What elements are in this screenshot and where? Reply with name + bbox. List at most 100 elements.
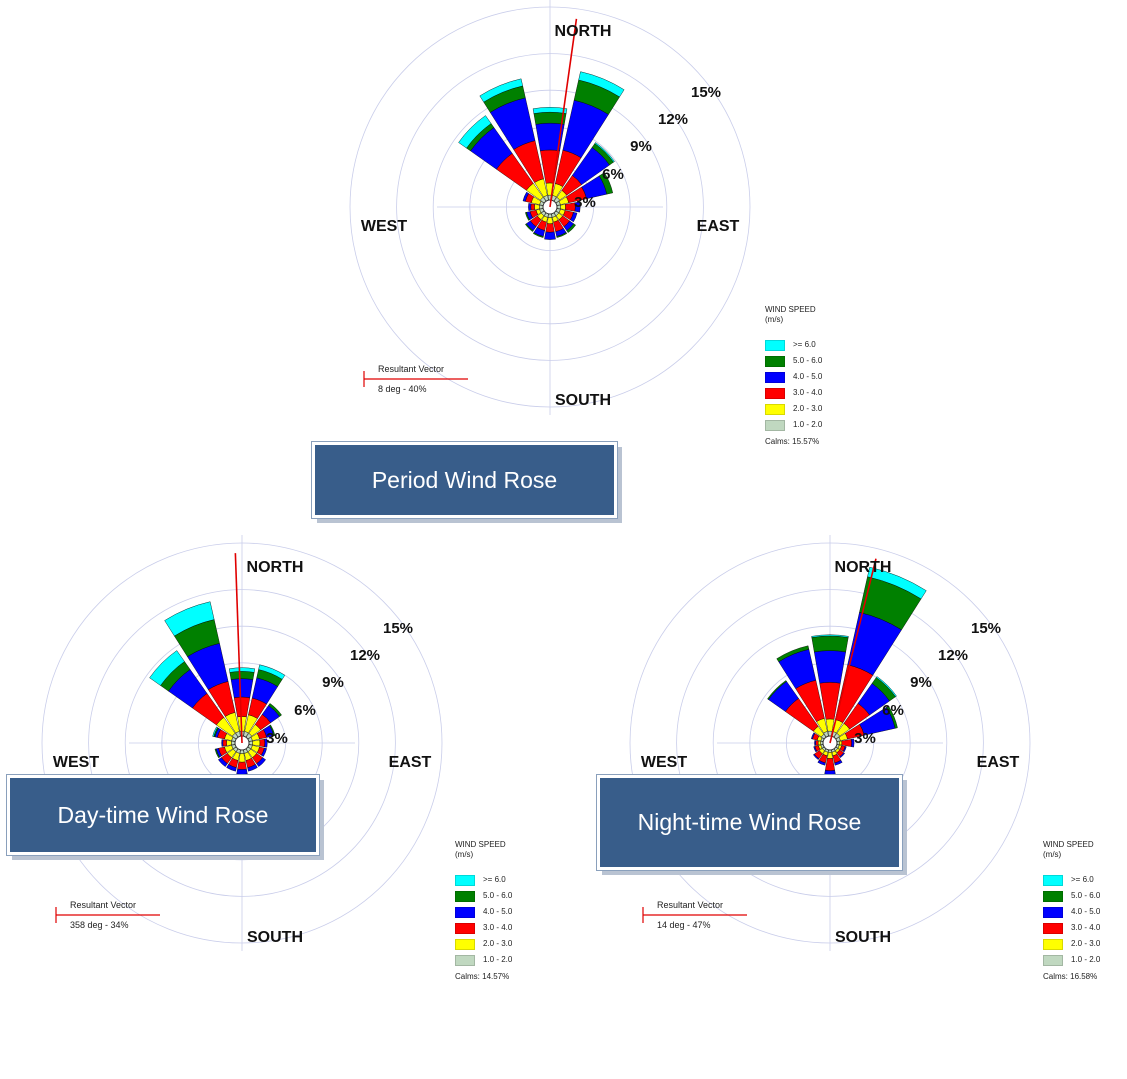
legend-units: (m/s)	[455, 849, 474, 859]
petal-segment	[532, 232, 544, 238]
petal-segment	[817, 759, 826, 766]
legend-label: 3.0 - 4.0	[483, 923, 513, 933]
legend-label: 1.0 - 2.0	[793, 420, 823, 430]
resultant-vector-title: Resultant Vector	[378, 364, 444, 374]
legend-label: >= 6.0	[1071, 875, 1094, 885]
legend-row: 4.0 - 5.0	[1043, 905, 1127, 919]
east-label: EAST	[977, 754, 1020, 771]
petal-segment	[212, 726, 218, 737]
legend-row: 2.0 - 3.0	[765, 402, 855, 416]
petal-segment	[566, 223, 576, 233]
petal-segment	[598, 172, 614, 195]
legend-row: 4.0 - 5.0	[455, 905, 545, 919]
petal-segment	[532, 107, 568, 114]
petal-segment	[815, 740, 819, 746]
legend-swatch	[765, 403, 785, 415]
legend-row: >= 6.0	[1043, 873, 1127, 887]
south-label: SOUTH	[555, 392, 611, 409]
petal-segment	[841, 739, 852, 747]
legend-swatch	[1043, 906, 1063, 918]
petal-segment	[824, 770, 836, 775]
legend-title: WIND SPEED	[1043, 840, 1094, 849]
petal-segment	[247, 764, 258, 772]
ring-label-15pct: 15%	[971, 620, 1001, 637]
petal-segment	[164, 601, 215, 637]
petal-segment	[522, 191, 529, 202]
legend-label: 4.0 - 5.0	[793, 372, 823, 382]
resultant-vector-line	[549, 18, 578, 208]
period-wind-rose-title: Period Wind Rose	[311, 441, 618, 519]
ring-label-9pct: 9%	[322, 674, 344, 691]
north-label: NORTH	[555, 23, 612, 40]
petal-segment	[556, 232, 568, 238]
legend-swatch	[1043, 874, 1063, 886]
petal-segment	[834, 759, 843, 766]
petal-segment	[544, 231, 556, 240]
legend-title: WIND SPEED	[455, 840, 506, 849]
petal-segment	[867, 566, 927, 600]
petal-segment	[827, 752, 833, 759]
petal-segment	[149, 650, 185, 686]
legend-row: 1.0 - 2.0	[765, 418, 855, 432]
ring-label-3pct: 3%	[266, 730, 288, 747]
legend-label: 5.0 - 6.0	[793, 356, 823, 366]
west-label: WEST	[53, 754, 99, 771]
legend-swatch	[455, 906, 475, 918]
ring-label-12pct: 12%	[658, 111, 688, 128]
legend-label: >= 6.0	[793, 340, 816, 350]
legend-row: >= 6.0	[455, 873, 545, 887]
legend-swatch	[765, 371, 785, 383]
nighttime-wind-rose-title: Night-time Wind Rose	[596, 774, 903, 871]
legend-swatch	[455, 890, 475, 902]
petal-segment	[479, 78, 523, 103]
petal-segment	[811, 635, 849, 653]
legend-label: 3.0 - 4.0	[793, 388, 823, 398]
west-label: WEST	[641, 754, 687, 771]
period-speed-legend: WIND SPEED (m/s) >= 6.0 5.0 - 6.0 4.0 - 5.…	[765, 305, 855, 447]
legend-label: 5.0 - 6.0	[483, 891, 513, 901]
petal-segment	[813, 746, 818, 753]
petal-segment	[214, 748, 220, 759]
petal-segment	[258, 664, 286, 680]
legend-swatch	[1043, 938, 1063, 950]
petal-segment	[256, 757, 266, 767]
petal-segment	[218, 757, 228, 767]
petal-segment	[813, 753, 820, 760]
ring-label-15pct: 15%	[383, 620, 413, 637]
legend-swatch	[1043, 922, 1063, 934]
ring-label-3pct: 3%	[854, 730, 876, 747]
petal-segment	[811, 732, 816, 740]
petal-segment	[776, 645, 810, 663]
calms-value: Calms: 15.57%	[765, 437, 820, 447]
legend-row: 3.0 - 4.0	[765, 386, 855, 400]
legend-row: 1.0 - 2.0	[1043, 953, 1127, 967]
north-label: NORTH	[835, 559, 892, 576]
daytime-wind-rose-title: Day-time Wind Rose	[6, 774, 320, 856]
legend-row: 5.0 - 6.0	[455, 889, 545, 903]
legend-label: 2.0 - 3.0	[1071, 939, 1101, 949]
legend-row: 1.0 - 2.0	[455, 953, 545, 967]
legend-row: 5.0 - 6.0	[1043, 889, 1127, 903]
resultant-vector-line	[829, 558, 877, 744]
legend-label: 5.0 - 6.0	[1071, 891, 1101, 901]
resultant-vector-line	[234, 553, 243, 744]
petal-segment	[814, 650, 846, 684]
legend-label: 2.0 - 3.0	[793, 404, 823, 414]
calms-value: Calms: 16.58%	[1043, 972, 1098, 982]
legend-label: 1.0 - 2.0	[483, 955, 513, 965]
legend-title: WIND SPEED	[765, 305, 816, 314]
ring-label-12pct: 12%	[350, 647, 380, 664]
legend-row: 3.0 - 4.0	[455, 921, 545, 935]
petal-segment	[264, 738, 268, 748]
petal-segment	[594, 142, 615, 163]
petal-segment	[839, 752, 845, 758]
petal-segment	[814, 740, 817, 746]
petal-segment	[767, 680, 787, 700]
legend-label: 2.0 - 3.0	[483, 939, 513, 949]
resultant-vector-legend: Resultant Vector 14 deg - 47%	[642, 900, 747, 930]
petal-segment	[886, 705, 898, 729]
legend-label: 4.0 - 5.0	[1071, 907, 1101, 917]
